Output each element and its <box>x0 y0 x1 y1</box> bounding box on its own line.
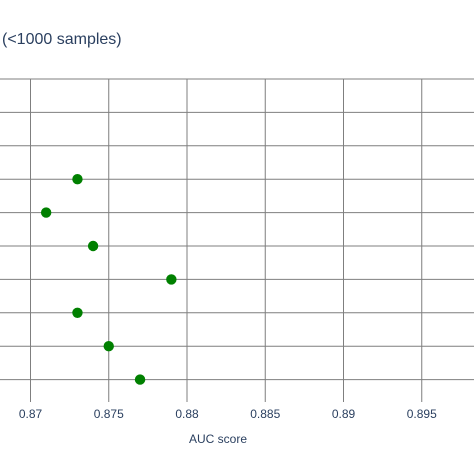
data-point[interactable] <box>134 374 146 385</box>
data-point[interactable] <box>40 207 52 218</box>
x-tick-label: 0.895 <box>407 407 437 421</box>
data-point[interactable] <box>72 307 83 318</box>
data-point[interactable] <box>166 274 177 285</box>
chart-title: (<1000 samples) <box>2 31 122 48</box>
x-tick-label: 0.87 <box>19 407 43 421</box>
x-tick-label: 0.885 <box>250 407 280 421</box>
x-axis-title: AUC score <box>188 432 247 446</box>
x-tick-label: 0.88 <box>175 407 199 421</box>
x-tick-label: 0.89 <box>332 407 356 421</box>
data-point[interactable] <box>103 341 114 352</box>
data-point[interactable] <box>87 240 99 252</box>
data-point[interactable] <box>72 174 83 185</box>
x-tick-label: 0.875 <box>94 407 124 421</box>
